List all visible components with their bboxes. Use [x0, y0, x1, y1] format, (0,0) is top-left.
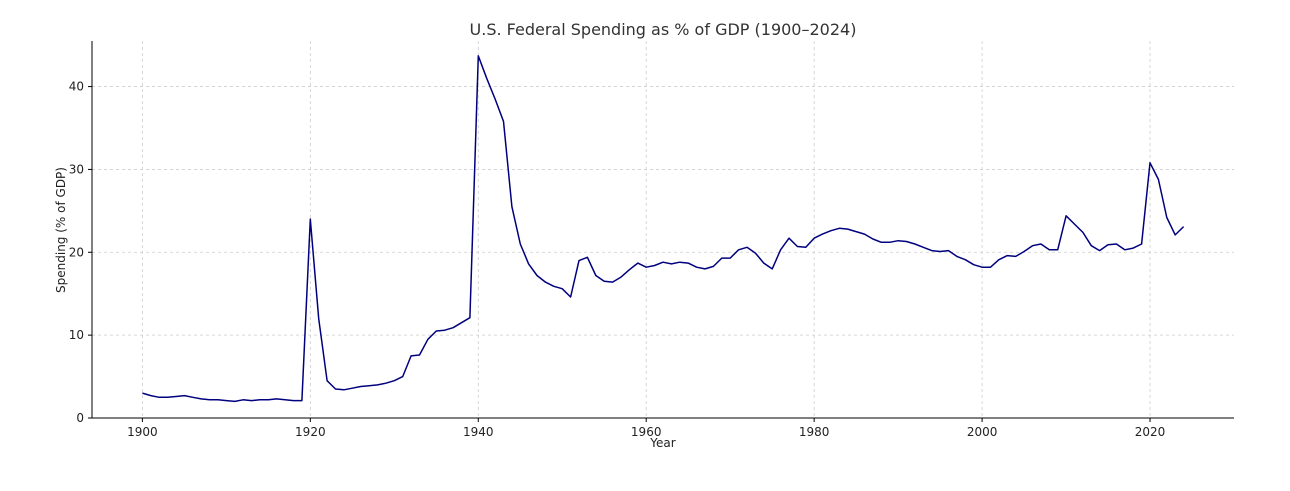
y-tick-label: 30	[69, 162, 84, 176]
x-tick-label: 1920	[295, 425, 326, 439]
y-axis-ticks: 0 10 20 30 40	[69, 80, 92, 425]
x-tick-label: 1940	[463, 425, 494, 439]
x-axis-label: Year	[649, 436, 675, 450]
x-tick-label: 1960	[631, 425, 662, 439]
gridlines	[92, 41, 1234, 418]
chart-title: U.S. Federal Spending as % of GDP (1900–…	[470, 20, 857, 39]
x-tick-label: 1900	[127, 425, 158, 439]
y-axis-label: Spending (% of GDP)	[54, 167, 68, 293]
series-line	[142, 55, 1185, 403]
plot-area	[142, 55, 1185, 403]
x-tick-label: 2020	[1135, 425, 1166, 439]
x-tick-label: 2000	[967, 425, 998, 439]
y-tick-label: 0	[76, 411, 84, 425]
y-tick-label: 40	[69, 80, 84, 94]
x-axis-ticks: 1900 1920 1940 1960 1980 2000 2020	[127, 418, 1165, 439]
y-tick-label: 20	[69, 245, 84, 259]
x-tick-label: 1980	[799, 425, 830, 439]
axes	[91, 41, 1234, 419]
y-tick-label: 10	[69, 328, 84, 342]
